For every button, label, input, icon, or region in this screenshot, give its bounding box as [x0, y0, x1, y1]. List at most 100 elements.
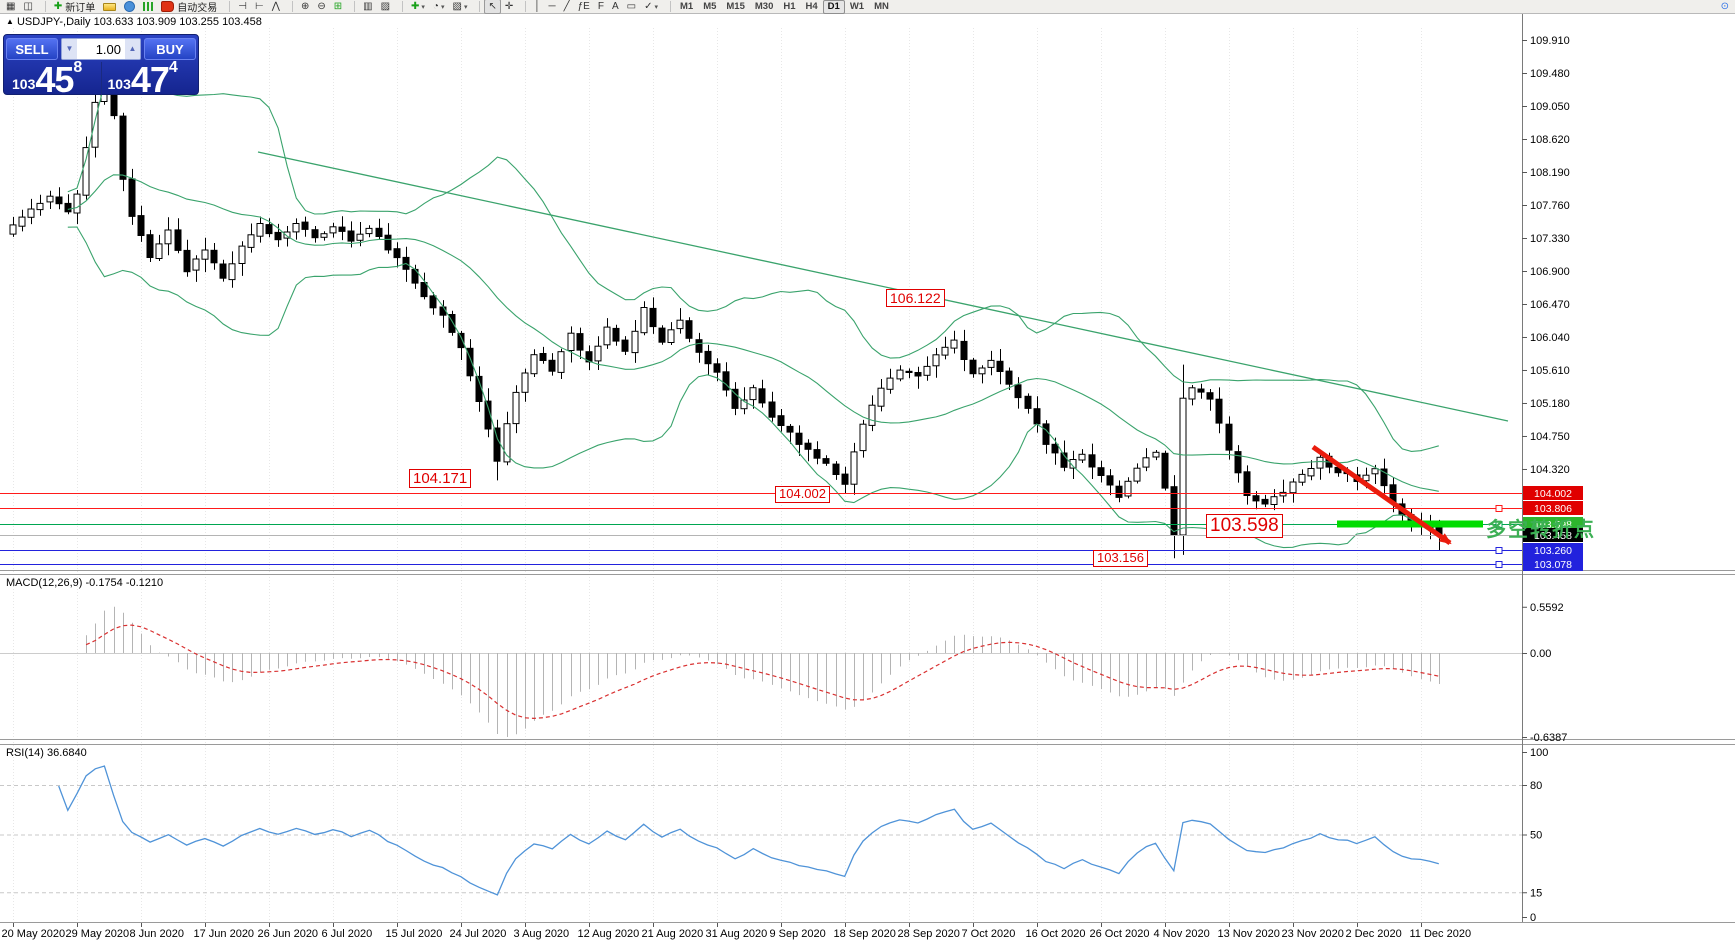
hline-handle[interactable] — [1495, 547, 1503, 554]
new-chart-icon[interactable]: ▦ — [2, 0, 19, 14]
toolbar-separator — [402, 1, 404, 12]
chart-price-label-104.002[interactable]: 104.002 — [775, 486, 830, 503]
x-axis-label: 2 Dec 2020 — [1346, 928, 1402, 940]
main-toolbar: ▦ ◫ ✚ 新订单 自动交易 ⊣ ⊢ ⋀ ⊕ ⊖ ⊞ ▥ ▨ ✚ ▾ ◔ ▾ ▧ ▾ ↖ ✛ │ ─ ╱ ƒE F A ▭ ✓ ▾ M1 M5… — [0, 0, 1735, 14]
timeframe-w1[interactable]: W1 — [849, 0, 865, 12]
period-button[interactable]: ◔ ▾ — [429, 0, 449, 14]
zoom-in-icon[interactable]: ⊕ — [297, 0, 313, 14]
crosshair-tool[interactable]: ✛ — [501, 0, 517, 14]
toolbar-group-3: ⊕ ⊖ ⊞ — [297, 0, 346, 13]
autoscroll-icon[interactable]: ⊢ — [251, 0, 268, 14]
add-indicator-button-dropdown-icon[interactable]: ▾ — [421, 3, 425, 11]
arrows-tool-dropdown-icon[interactable]: ▾ — [654, 3, 658, 11]
svg-text:109.480: 109.480 — [1530, 68, 1570, 80]
gold-icon-glyph — [103, 2, 117, 11]
add-indicator-button-glyph: ✚ — [411, 0, 420, 12]
cursor-tool[interactable]: ↖ — [484, 0, 501, 14]
buy-price-main: 47 — [130, 59, 170, 100]
template-button[interactable]: ▧ ▾ — [448, 0, 471, 14]
turning-point-annotation[interactable]: 多空转折点 — [1486, 519, 1596, 541]
hline-tool[interactable]: ─ — [544, 0, 559, 14]
period-button-dropdown-icon[interactable]: ▾ — [440, 3, 445, 11]
chart-price-label-103.598[interactable]: 103.598 — [1206, 514, 1283, 538]
toolbar-separator — [291, 1, 293, 12]
new-order-button-label: 新订单 — [65, 3, 96, 14]
svg-text:50: 50 — [1530, 830, 1542, 842]
toolbar-separator — [229, 1, 231, 12]
hline-handle[interactable] — [1495, 505, 1503, 512]
chart-profiles-icon-glyph: ◫ — [23, 0, 33, 12]
volume-decrease-button[interactable]: ▼ — [62, 39, 77, 59]
chart-mode-icon-glyph: ⋀ — [271, 0, 280, 12]
new-chart-icon-glyph: ▦ — [6, 0, 16, 12]
template-window-icon[interactable]: ▨ — [377, 0, 394, 14]
sell-price-prefix: 103 — [12, 76, 36, 92]
volume-increase-button[interactable]: ▲ — [125, 39, 140, 59]
buy-price-pip: 4 — [168, 59, 178, 76]
vline-tool[interactable]: │ — [530, 0, 544, 14]
descending-trendline[interactable] — [257, 151, 1509, 422]
timeframe-h1[interactable]: H1 — [783, 0, 796, 12]
chart-price-label-106.122[interactable]: 106.122 — [886, 289, 945, 308]
arrows-tool[interactable]: ✓ ▾ — [640, 0, 662, 14]
toolbar-separator — [525, 1, 527, 12]
timeframe-m15[interactable]: M15 — [726, 0, 745, 12]
fibo-expansion-tool[interactable]: F — [594, 0, 608, 14]
timeframe-d1[interactable]: D1 — [822, 0, 845, 14]
arrows-tool-glyph: ✓ — [644, 0, 653, 12]
autotrade-button[interactable]: 自动交易 — [157, 0, 221, 14]
tile-windows-icon[interactable]: ⊞ — [330, 0, 346, 14]
x-axis-label: 21 Aug 2020 — [642, 928, 704, 940]
trendline-tool[interactable]: ╱ — [560, 0, 574, 14]
chart-price-label-103.156[interactable]: 103.156 — [1093, 550, 1148, 567]
sell-price[interactable]: 103 45 8 — [6, 59, 101, 98]
fibonacci-tool[interactable]: ƒE — [574, 0, 594, 14]
template-button-dropdown-icon[interactable]: ▾ — [463, 3, 468, 11]
volume-stepper[interactable]: ▼ 1.00 ▲ — [61, 38, 141, 60]
svg-text:80: 80 — [1530, 780, 1542, 792]
chart-profiles-icon[interactable]: ◫ — [19, 0, 36, 14]
chart-price-label-104.171[interactable]: 104.171 — [409, 469, 472, 489]
chart-mode-icon[interactable]: ⋀ — [268, 0, 284, 14]
macd-signal-line — [85, 624, 1439, 720]
chat-icon[interactable]: ⊙ — [1717, 0, 1733, 14]
buy-price[interactable]: 103 47 4 — [100, 59, 197, 100]
zoom-out-icon-glyph: ⊖ — [317, 0, 326, 12]
price-tags: 104.002103.806103.598103.458103.260103.0… — [1523, 486, 1583, 571]
chart-title: ▲ USDJPY-,Daily 103.633 103.909 103.255 … — [6, 16, 262, 28]
trend-arrow[interactable] — [1311, 444, 1452, 546]
text-tool-glyph: A — [611, 0, 619, 12]
timeframe-m30[interactable]: M30 — [754, 0, 774, 12]
indicator-window-icon[interactable]: ▥ — [359, 0, 376, 14]
new-order-button-glyph: ✚ — [53, 0, 63, 12]
price-tag: 103.260 — [1534, 545, 1572, 557]
community-icon[interactable] — [120, 0, 139, 14]
trendline-tool-glyph: ╱ — [563, 0, 570, 12]
hline-handle[interactable] — [1495, 561, 1503, 568]
buy-button[interactable]: BUY — [144, 38, 196, 60]
zoom-out-icon[interactable]: ⊖ — [313, 0, 329, 14]
hline-tool-glyph: ─ — [548, 0, 556, 12]
x-axis-label: 20 May 2020 — [2, 928, 66, 940]
timeframe-mn[interactable]: MN — [874, 0, 889, 12]
label-tool[interactable]: ▭ — [623, 0, 640, 14]
add-indicator-button[interactable]: ✚ ▾ — [407, 0, 429, 14]
text-tool[interactable]: A — [608, 0, 623, 14]
sell-button[interactable]: SELL — [6, 38, 58, 60]
new-order-button[interactable]: ✚ 新订单 — [50, 0, 99, 14]
grid — [13, 28, 1422, 921]
timeframe-m1[interactable]: M1 — [679, 0, 694, 12]
chart-ohlc-values: 103.633 103.909 103.255 103.458 — [93, 16, 262, 28]
toolbar-group-2: ⊣ ⊢ ⋀ — [234, 0, 284, 13]
chart-shift-icon[interactable]: ⊣ — [234, 0, 251, 14]
signals-icon[interactable] — [139, 0, 157, 14]
hline-handle[interactable] — [1495, 521, 1503, 528]
volume-input[interactable]: 1.00 — [95, 41, 121, 57]
price-tag: 103.078 — [1534, 559, 1572, 571]
gold-icon[interactable] — [99, 0, 120, 14]
timeframe-m5[interactable]: M5 — [703, 0, 717, 12]
timeframe-h4[interactable]: H4 — [805, 0, 818, 12]
svg-text:108.620: 108.620 — [1530, 134, 1570, 146]
svg-text:104.750: 104.750 — [1530, 431, 1570, 443]
